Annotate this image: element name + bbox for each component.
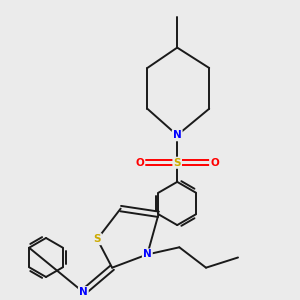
Text: N: N (79, 287, 88, 297)
Text: S: S (94, 234, 101, 244)
Text: O: O (136, 158, 144, 168)
Text: N: N (173, 130, 182, 140)
Text: S: S (173, 158, 181, 168)
Text: N: N (143, 249, 152, 260)
Text: O: O (210, 158, 219, 168)
